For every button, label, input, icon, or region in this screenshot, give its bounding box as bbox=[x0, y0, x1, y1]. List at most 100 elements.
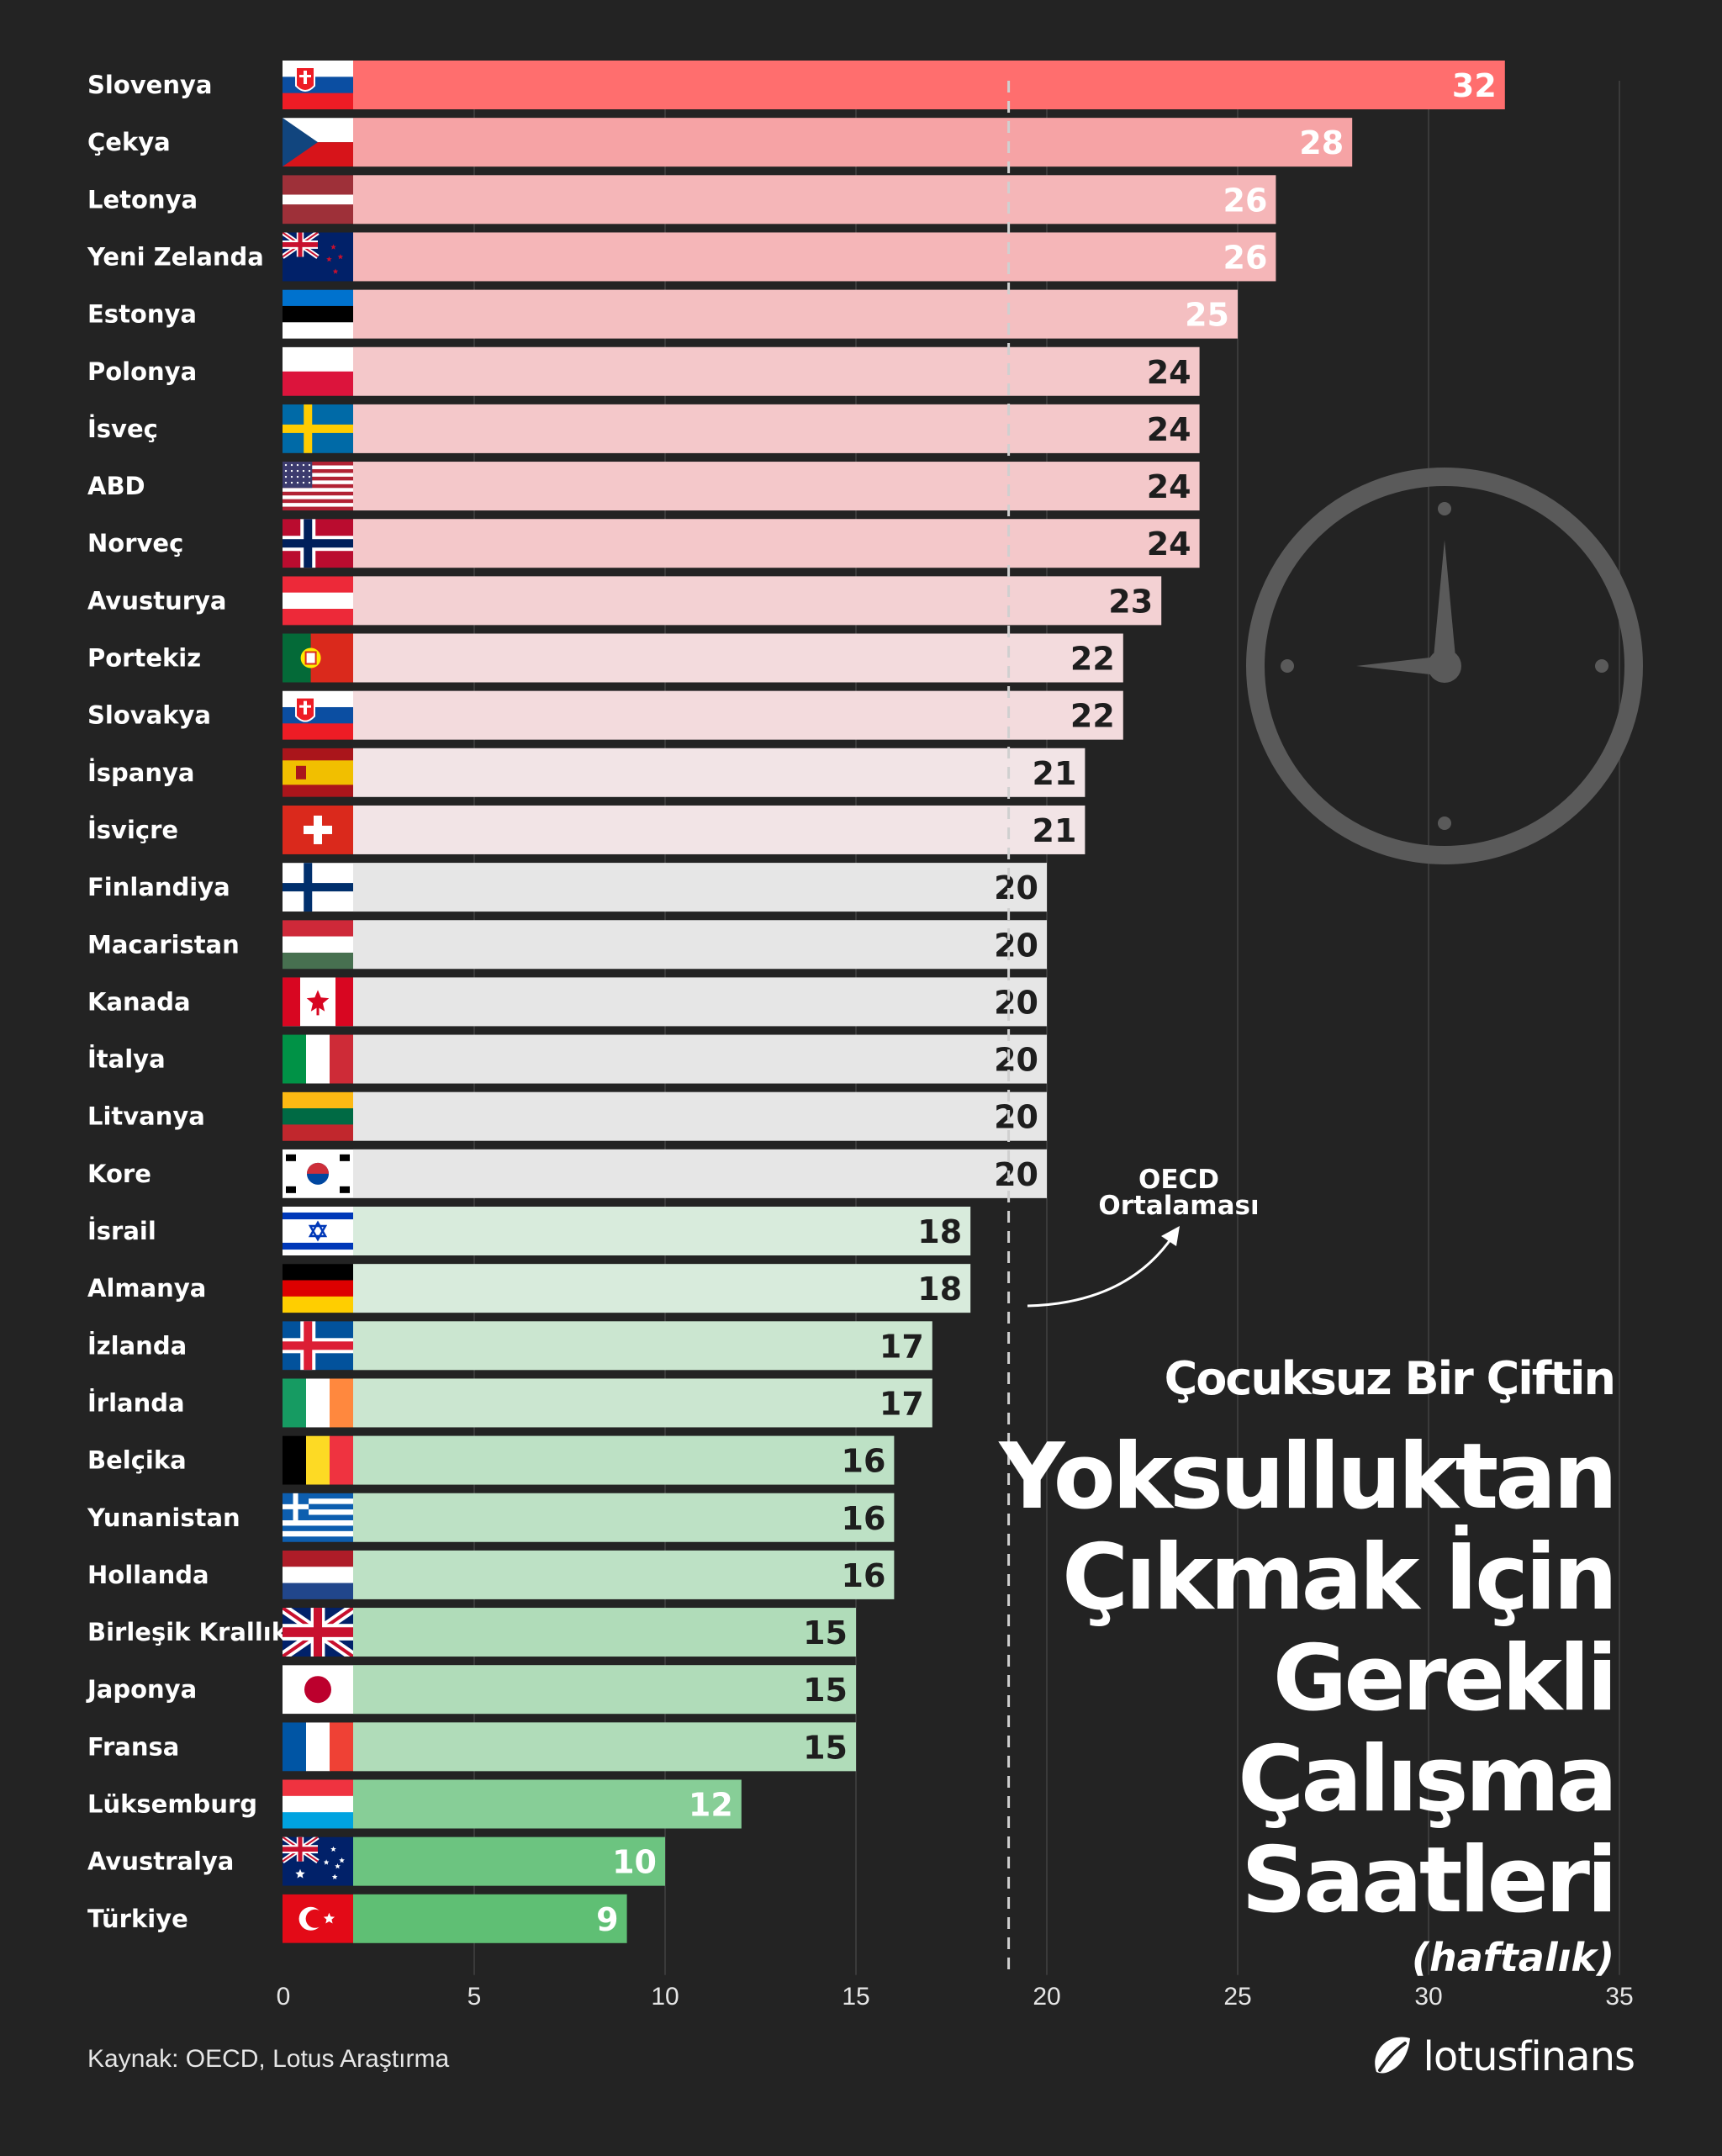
tick-label: 10 bbox=[651, 1983, 679, 2011]
bar-row: Türkiye 9 bbox=[87, 1894, 627, 1943]
bar bbox=[353, 1836, 665, 1886]
tick-label: 15 bbox=[842, 1983, 869, 2011]
bar-row: Letonya 26 bbox=[87, 175, 1276, 225]
bar bbox=[353, 977, 1047, 1027]
value-label: 20 bbox=[994, 927, 1038, 964]
value-label: 18 bbox=[917, 1271, 962, 1308]
flag-iceland-icon bbox=[283, 1321, 353, 1371]
category-label: ABD bbox=[87, 472, 145, 500]
reference-label: Ortalaması bbox=[1098, 1191, 1259, 1221]
bar bbox=[353, 289, 1238, 339]
value-label: 20 bbox=[994, 1042, 1038, 1079]
bar bbox=[353, 1779, 742, 1829]
bar-row: Norveç 24 bbox=[87, 519, 1200, 568]
bar bbox=[353, 1665, 856, 1715]
flag-portugal-icon bbox=[283, 633, 353, 683]
flag-germany-icon bbox=[283, 1264, 353, 1313]
category-label: İspanya bbox=[87, 758, 195, 787]
gridlines bbox=[473, 81, 1620, 1975]
value-label: 15 bbox=[803, 1672, 848, 1709]
bar bbox=[353, 690, 1123, 740]
value-label: 23 bbox=[1108, 583, 1153, 620]
bar bbox=[353, 1894, 627, 1943]
bar bbox=[353, 1722, 856, 1772]
arrow-head-icon bbox=[1161, 1226, 1180, 1246]
chart-subtitle: Çocuksuz Bir Çiftin bbox=[1164, 1352, 1616, 1405]
flag-switzerland-icon bbox=[283, 805, 353, 854]
bar bbox=[353, 519, 1200, 568]
category-label: Litvanya bbox=[87, 1102, 205, 1131]
bar bbox=[353, 232, 1276, 282]
value-label: 16 bbox=[842, 1443, 886, 1480]
bar bbox=[353, 1207, 971, 1255]
clock-icon bbox=[1246, 468, 1643, 864]
category-label: Avusturya bbox=[87, 586, 227, 615]
bar bbox=[353, 1091, 1047, 1141]
bar bbox=[353, 748, 1085, 797]
bar bbox=[353, 1435, 895, 1485]
bar bbox=[353, 1034, 1047, 1084]
value-label: 22 bbox=[1070, 641, 1115, 678]
bar-row: Avusturya 23 bbox=[87, 576, 1162, 626]
value-label: 16 bbox=[842, 1557, 886, 1594]
bar bbox=[353, 1550, 895, 1599]
value-label: 20 bbox=[994, 984, 1038, 1021]
value-label: 24 bbox=[1147, 526, 1191, 563]
tick-label: 0 bbox=[277, 1983, 291, 2011]
value-label: 15 bbox=[803, 1614, 848, 1651]
flag-spain-icon bbox=[283, 748, 353, 797]
tick-label: 35 bbox=[1605, 1983, 1633, 2011]
flag-estonia-icon bbox=[283, 289, 353, 339]
bar-row: Slovakya 22 bbox=[87, 690, 1123, 740]
flag-new-zealand-icon bbox=[283, 232, 353, 282]
bar-row: Yeni Zelanda 26 bbox=[87, 232, 1276, 282]
category-label: İzlanda bbox=[87, 1331, 187, 1360]
flag-korea-icon bbox=[283, 1149, 353, 1198]
bar-row: Polonya 24 bbox=[87, 346, 1200, 396]
flag-japan-icon bbox=[283, 1665, 353, 1715]
flag-italy-icon bbox=[283, 1034, 353, 1084]
flag-usa-icon bbox=[283, 462, 353, 511]
flag-sweden-icon bbox=[283, 404, 353, 453]
flag-slovakia-icon bbox=[283, 690, 353, 740]
category-label: Fransa bbox=[87, 1732, 179, 1761]
bar-row: Çekya 28 bbox=[87, 118, 1353, 167]
bar-row: Macaristan 20 bbox=[87, 920, 1047, 970]
arrow-icon bbox=[1027, 1235, 1175, 1308]
category-label: Belçika bbox=[87, 1446, 187, 1475]
bar bbox=[353, 576, 1162, 626]
category-label: İsveç bbox=[87, 415, 158, 443]
category-label: Finlandiya bbox=[87, 873, 230, 901]
value-label: 22 bbox=[1070, 698, 1115, 735]
flag-canada-icon bbox=[283, 977, 353, 1027]
flag-latvia-icon bbox=[283, 175, 353, 225]
bar-row: Lüksemburg 12 bbox=[87, 1779, 742, 1829]
category-label: Japonya bbox=[86, 1675, 197, 1704]
bar-row: Belçika 16 bbox=[87, 1435, 895, 1485]
flag-israel-icon bbox=[283, 1207, 353, 1255]
bar-row: İzlanda 17 bbox=[87, 1321, 932, 1371]
bar-row: İsveç 24 bbox=[87, 404, 1200, 453]
bar-row: Estonya 25 bbox=[87, 289, 1238, 339]
value-label: 20 bbox=[994, 869, 1038, 906]
chart-title: Yoksulluktan Çıkmak İçin Gerekli Çalışma Saa… bbox=[999, 1424, 1618, 1933]
flag-uk-icon bbox=[283, 1608, 353, 1657]
category-label: İrlanda bbox=[87, 1388, 185, 1417]
category-label: İsviçre bbox=[87, 816, 178, 844]
value-label: 20 bbox=[994, 1156, 1038, 1193]
bar bbox=[353, 863, 1047, 912]
bar bbox=[353, 1264, 971, 1313]
value-label: 21 bbox=[1033, 812, 1077, 849]
flag-austria-icon bbox=[283, 576, 353, 626]
bar bbox=[353, 346, 1200, 396]
title-block: Çocuksuz Bir Çiftin Yoksulluktan Çıkmak İ… bbox=[999, 1352, 1618, 1980]
flag-finland-icon bbox=[283, 863, 353, 912]
flag-greece-icon bbox=[283, 1493, 353, 1542]
flag-czechia-icon bbox=[283, 118, 353, 167]
value-label: 21 bbox=[1033, 755, 1077, 792]
bar bbox=[353, 1493, 895, 1542]
value-label: 17 bbox=[879, 1328, 924, 1365]
bar bbox=[353, 61, 1505, 109]
